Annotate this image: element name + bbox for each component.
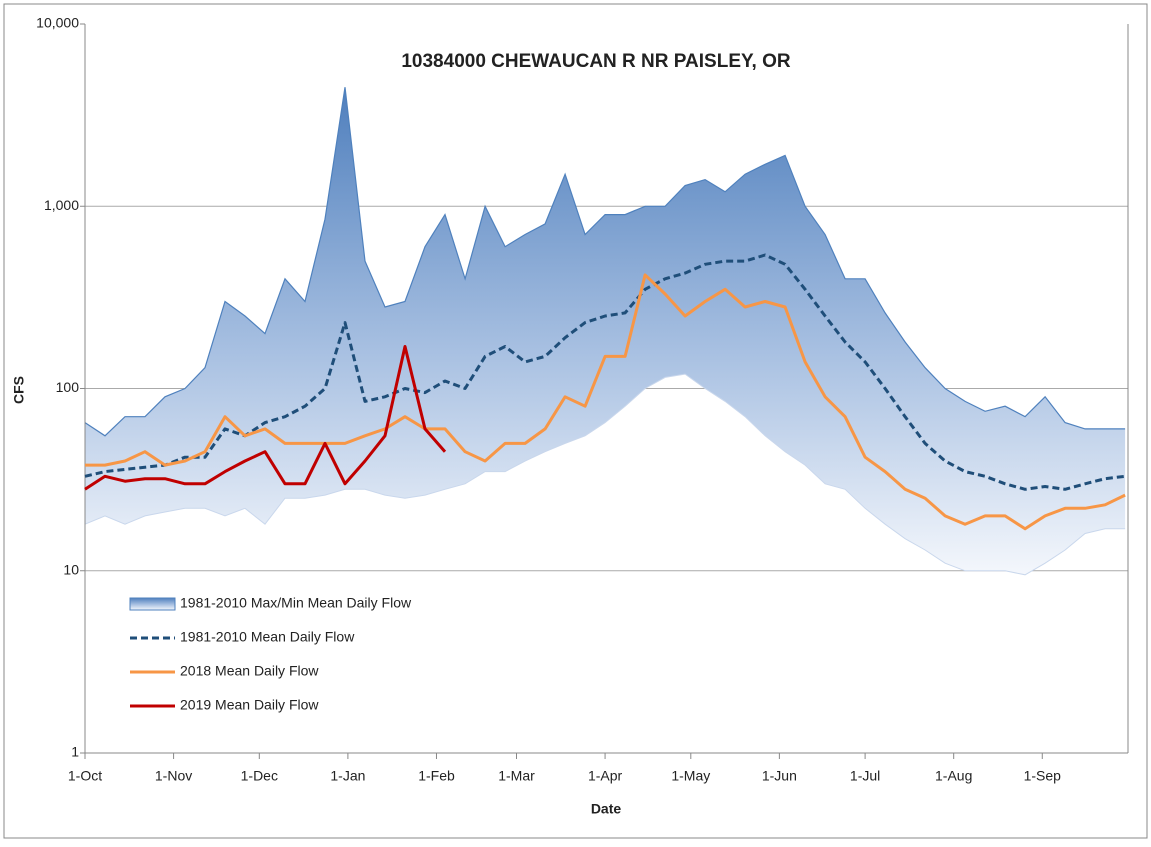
x-tick-label: 1-Apr — [588, 768, 623, 784]
y-tick-label: 1,000 — [44, 197, 79, 213]
x-tick-label: 1-Sep — [1024, 768, 1062, 784]
range-band — [85, 87, 1126, 575]
legend-label: 2019 Mean Daily Flow — [180, 697, 319, 713]
legend-label: 2018 Mean Daily Flow — [180, 663, 319, 679]
x-tick-label: 1-May — [671, 768, 710, 784]
x-tick-label: 1-Feb — [418, 768, 455, 784]
chart-title: 10384000 CHEWAUCAN R NR PAISLEY, OR — [401, 51, 791, 72]
series-line — [84, 253, 1126, 491]
x-tick-label: 1-Jan — [330, 768, 365, 784]
x-tick-label: 1-Aug — [935, 768, 972, 784]
series-line — [84, 345, 447, 491]
legend-swatch — [129, 597, 176, 611]
y-axis-title: CFS — [11, 376, 27, 404]
legend-label: 1981-2010 Max/Min Mean Daily Flow — [180, 595, 412, 611]
x-tick-label: 1-Oct — [68, 768, 102, 784]
x-tick-label: 1-Nov — [155, 768, 192, 784]
series-line — [85, 273, 1126, 531]
x-tick-label: 1-Jul — [850, 768, 880, 784]
legend-label: 1981-2010 Mean Daily Flow — [180, 629, 355, 645]
x-tick-label: 1-Jun — [762, 768, 797, 784]
y-tick-label: 10,000 — [36, 15, 79, 31]
range-low-line — [84, 373, 1126, 576]
x-tick-label: 1-Mar — [498, 768, 535, 784]
x-tick-label: 1-Dec — [241, 768, 278, 784]
y-tick-label: 10 — [63, 561, 79, 577]
x-axis-title: Date — [591, 801, 622, 817]
chart-border — [3, 3, 1148, 839]
y-tick-label: 1 — [71, 744, 79, 760]
y-tick-label: 100 — [56, 379, 80, 395]
range-high-line — [84, 87, 1126, 437]
